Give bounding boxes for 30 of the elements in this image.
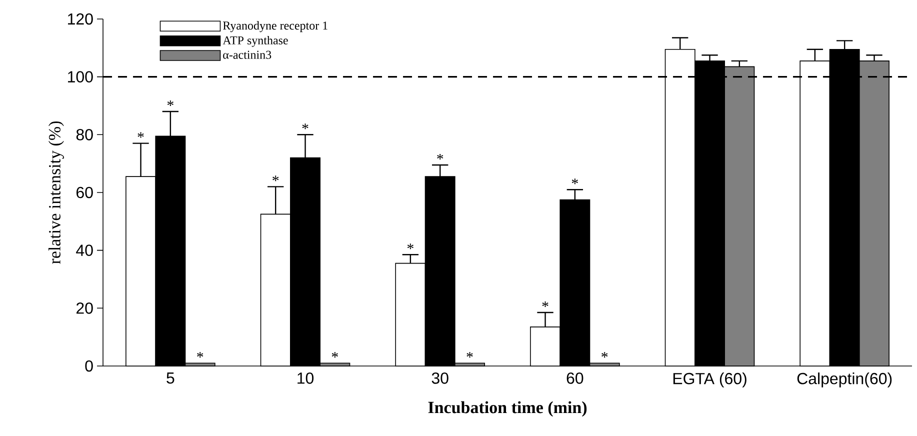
y-tick-label: 100 [68,71,93,82]
data-label: * [407,244,414,250]
legend-label: α-actinin3 [223,50,272,59]
data-label: * [572,178,578,184]
legend-label: Ryanodyne receptor 1 [222,21,328,32]
y-axis-title: relative intensity (%) [48,121,64,264]
x-tick-label: EGTA (60) [673,372,746,388]
data-label: * [437,154,444,160]
x-tick-label: 30 [432,372,448,384]
y-tick-label: 80 [76,128,93,140]
data-label: * [332,352,338,358]
y-tick-label: 40 [76,244,93,256]
data-label: * [167,100,174,106]
y-tick-label: 60 [76,186,93,198]
data-label: * [542,301,548,307]
x-tick-label: 60 [566,372,584,384]
x-tick-label: Calpeptin(60) [797,372,892,388]
data-label: * [272,176,279,182]
data-label: * [466,352,473,358]
data-label: * [138,132,144,138]
data-label: * [602,352,608,358]
y-tick-label: 20 [76,302,93,314]
y-tick-label: 0 [85,360,93,372]
x-axis-title: Incubation time (min) [428,401,587,417]
x-tick-label: 10 [298,372,314,384]
legend-label: ATP synthase [222,36,288,47]
y-tick-label: 120 [68,13,93,25]
x-tick-label: 5 [166,372,174,384]
data-label: * [197,352,204,358]
data-label: * [302,124,308,130]
